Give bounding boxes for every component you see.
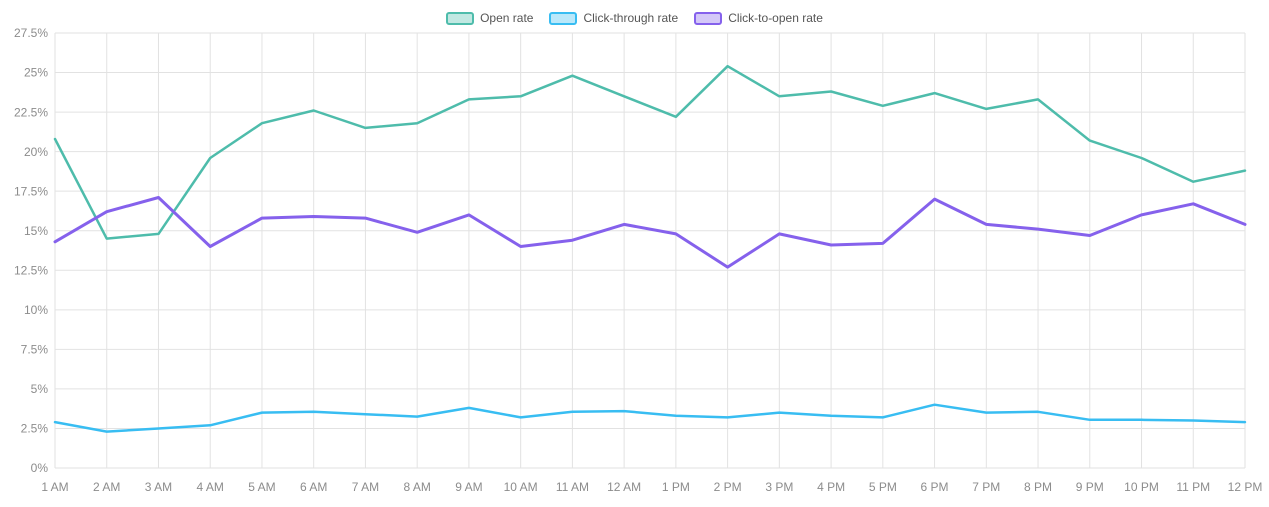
- x-tick-label: 9 PM: [1076, 480, 1104, 494]
- x-tick-label: 6 PM: [921, 480, 949, 494]
- x-tick-label: 8 AM: [403, 480, 430, 494]
- x-tick-label: 5 AM: [248, 480, 275, 494]
- x-tick-label: 8 PM: [1024, 480, 1052, 494]
- x-tick-label: 10 PM: [1124, 480, 1159, 494]
- legend-item-open-rate[interactable]: Open rate: [446, 11, 533, 25]
- x-tick-label: 5 PM: [869, 480, 897, 494]
- series-line-open-rate[interactable]: [53, 64, 1247, 240]
- y-tick-label: 22.5%: [14, 105, 48, 119]
- x-tick-label: 11 PM: [1176, 480, 1210, 494]
- y-tick-label: 12.5%: [14, 263, 48, 277]
- x-tick-label: 4 PM: [817, 480, 845, 494]
- legend-item-click-to-open-rate[interactable]: Click-to-open rate: [694, 11, 823, 25]
- y-tick-label: 17.5%: [14, 184, 48, 198]
- legend-label-click-to-open-rate: Click-to-open rate: [728, 11, 823, 25]
- x-tick-label: 6 AM: [300, 480, 327, 494]
- y-tick-label: 25%: [24, 66, 48, 80]
- x-tick-label: 2 AM: [93, 480, 120, 494]
- series-line-click-to-open-rate[interactable]: [53, 196, 1247, 269]
- x-tick-label: 1 PM: [662, 480, 690, 494]
- x-tick-label: 9 AM: [455, 480, 482, 494]
- x-tick-label: 7 AM: [352, 480, 379, 494]
- y-tick-label: 5%: [31, 382, 49, 396]
- chart-legend: Open rate Click-through rate Click-to-op…: [0, 7, 1269, 29]
- x-tick-label: 4 AM: [197, 480, 224, 494]
- x-tick-label: 11 AM: [556, 480, 589, 494]
- y-tick-label: 20%: [24, 145, 48, 159]
- x-tick-label: 1 AM: [41, 480, 68, 494]
- legend-swatch-click-to-open-rate: [694, 11, 723, 25]
- x-tick-label: 7 PM: [972, 480, 1000, 494]
- y-tick-label: 27.5%: [14, 26, 48, 40]
- y-tick-label: 10%: [24, 303, 48, 317]
- legend-label-click-through-rate: Click-through rate: [583, 11, 679, 25]
- x-tick-label: 3 AM: [145, 480, 172, 494]
- x-tick-label: 3 PM: [765, 480, 793, 494]
- legend-swatch-click-through-rate: [549, 11, 578, 25]
- y-tick-label: 2.5%: [21, 422, 49, 436]
- grid: 1 AM 2 AM 3 AM 4 AM 5 AM 6 AM 7 AM 8 AM 9 AM 10 A…: [14, 26, 1262, 494]
- legend-item-click-through-rate[interactable]: Click-through rate: [549, 11, 678, 25]
- series-line-click-through-rate[interactable]: [53, 403, 1247, 433]
- x-tick-label: 12 PM: [1228, 480, 1263, 494]
- y-tick-label: 7.5%: [21, 343, 49, 357]
- x-tick-label: 10 AM: [504, 480, 538, 494]
- y-tick-label: 15%: [24, 224, 48, 238]
- x-tick-label: 2 PM: [714, 480, 742, 494]
- y-tick-label: 0%: [31, 461, 49, 475]
- legend-label-open-rate: Open rate: [480, 11, 534, 25]
- x-tick-label: 12 AM: [607, 480, 641, 494]
- legend-swatch-open-rate: [446, 11, 475, 25]
